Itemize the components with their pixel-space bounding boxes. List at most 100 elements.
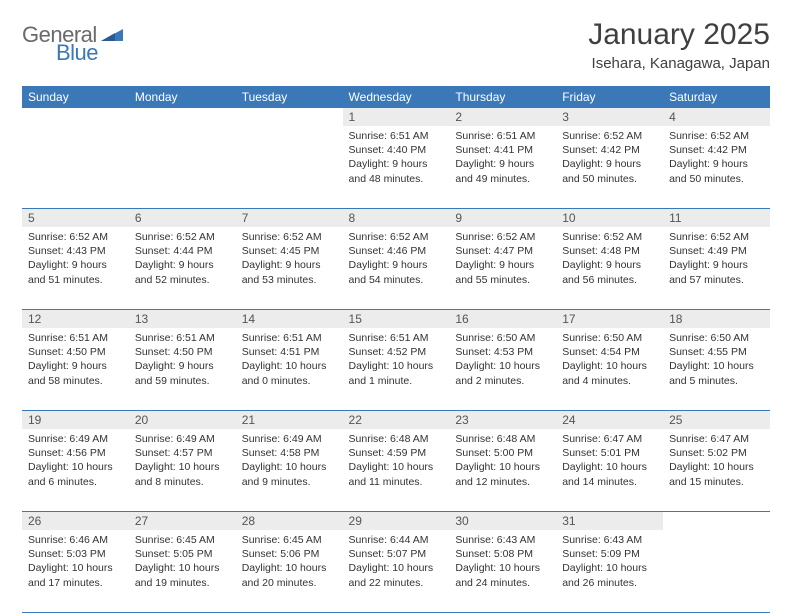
- day-number: 1: [343, 108, 450, 126]
- daylight-line: Daylight: 9 hours and 48 minutes.: [349, 157, 444, 185]
- day-header: Friday: [556, 86, 663, 108]
- day-detail: Sunrise: 6:51 AMSunset: 4:51 PMDaylight:…: [236, 328, 343, 394]
- sunrise-line: Sunrise: 6:51 AM: [135, 331, 230, 345]
- daylight-line: Daylight: 10 hours and 22 minutes.: [349, 561, 444, 589]
- daylight-line: Daylight: 9 hours and 53 minutes.: [242, 258, 337, 286]
- brand-mark-icon: [101, 25, 123, 46]
- sunset-line: Sunset: 4:46 PM: [349, 244, 444, 258]
- day-cell: Sunrise: 6:52 AMSunset: 4:49 PMDaylight:…: [663, 227, 770, 310]
- day-number: 29: [343, 512, 450, 531]
- day-number: 28: [236, 512, 343, 531]
- sunset-line: Sunset: 4:40 PM: [349, 143, 444, 157]
- day-detail: Sunrise: 6:49 AMSunset: 4:56 PMDaylight:…: [22, 429, 129, 495]
- sunset-line: Sunset: 4:58 PM: [242, 446, 337, 460]
- day-cell: Sunrise: 6:50 AMSunset: 4:55 PMDaylight:…: [663, 328, 770, 411]
- day-detail: Sunrise: 6:48 AMSunset: 4:59 PMDaylight:…: [343, 429, 450, 495]
- sunrise-line: Sunrise: 6:52 AM: [135, 230, 230, 244]
- day-cell: Sunrise: 6:52 AMSunset: 4:42 PMDaylight:…: [556, 126, 663, 209]
- sunrise-line: Sunrise: 6:47 AM: [562, 432, 657, 446]
- day-cell: Sunrise: 6:51 AMSunset: 4:50 PMDaylight:…: [129, 328, 236, 411]
- empty-cell: [22, 126, 129, 209]
- day-number: 30: [449, 512, 556, 531]
- day-number: 23: [449, 411, 556, 430]
- sunrise-line: Sunrise: 6:45 AM: [135, 533, 230, 547]
- daylight-line: Daylight: 9 hours and 52 minutes.: [135, 258, 230, 286]
- sunset-line: Sunset: 4:55 PM: [669, 345, 764, 359]
- day-detail: Sunrise: 6:46 AMSunset: 5:03 PMDaylight:…: [22, 530, 129, 596]
- day-cell: Sunrise: 6:52 AMSunset: 4:46 PMDaylight:…: [343, 227, 450, 310]
- daylight-line: Daylight: 10 hours and 11 minutes.: [349, 460, 444, 488]
- header-row: General January 2025 Isehara, Kanagawa, …: [22, 18, 770, 72]
- calendar-page: General January 2025 Isehara, Kanagawa, …: [0, 0, 792, 612]
- day-detail: Sunrise: 6:51 AMSunset: 4:52 PMDaylight:…: [343, 328, 450, 394]
- daynum-row: 1234: [22, 108, 770, 126]
- calendar-table: SundayMondayTuesdayWednesdayThursdayFrid…: [22, 86, 770, 613]
- sunrise-line: Sunrise: 6:52 AM: [242, 230, 337, 244]
- sunrise-line: Sunrise: 6:51 AM: [242, 331, 337, 345]
- daylight-line: Daylight: 9 hours and 51 minutes.: [28, 258, 123, 286]
- day-cell: Sunrise: 6:44 AMSunset: 5:07 PMDaylight:…: [343, 530, 450, 613]
- day-number: 18: [663, 310, 770, 329]
- day-cell: Sunrise: 6:49 AMSunset: 4:57 PMDaylight:…: [129, 429, 236, 512]
- day-cell: Sunrise: 6:52 AMSunset: 4:44 PMDaylight:…: [129, 227, 236, 310]
- day-cell: Sunrise: 6:46 AMSunset: 5:03 PMDaylight:…: [22, 530, 129, 613]
- day-cell: Sunrise: 6:52 AMSunset: 4:48 PMDaylight:…: [556, 227, 663, 310]
- day-detail: Sunrise: 6:52 AMSunset: 4:46 PMDaylight:…: [343, 227, 450, 293]
- daylight-line: Daylight: 10 hours and 8 minutes.: [135, 460, 230, 488]
- sunrise-line: Sunrise: 6:51 AM: [349, 331, 444, 345]
- day-number: 3: [556, 108, 663, 126]
- sunrise-line: Sunrise: 6:50 AM: [455, 331, 550, 345]
- sunrise-line: Sunrise: 6:49 AM: [28, 432, 123, 446]
- day-number: 22: [343, 411, 450, 430]
- sunset-line: Sunset: 4:54 PM: [562, 345, 657, 359]
- day-number: 21: [236, 411, 343, 430]
- day-cell: Sunrise: 6:49 AMSunset: 4:56 PMDaylight:…: [22, 429, 129, 512]
- day-header: Thursday: [449, 86, 556, 108]
- day-cell: Sunrise: 6:50 AMSunset: 4:54 PMDaylight:…: [556, 328, 663, 411]
- calendar-head: SundayMondayTuesdayWednesdayThursdayFrid…: [22, 86, 770, 108]
- daylight-line: Daylight: 10 hours and 1 minute.: [349, 359, 444, 387]
- calendar-body: 1234Sunrise: 6:51 AMSunset: 4:40 PMDayli…: [22, 108, 770, 613]
- day-detail: Sunrise: 6:52 AMSunset: 4:45 PMDaylight:…: [236, 227, 343, 293]
- daylight-line: Daylight: 9 hours and 56 minutes.: [562, 258, 657, 286]
- day-header: Saturday: [663, 86, 770, 108]
- sunset-line: Sunset: 4:42 PM: [562, 143, 657, 157]
- day-cell: Sunrise: 6:52 AMSunset: 4:42 PMDaylight:…: [663, 126, 770, 209]
- day-detail: Sunrise: 6:50 AMSunset: 4:54 PMDaylight:…: [556, 328, 663, 394]
- day-cell: Sunrise: 6:49 AMSunset: 4:58 PMDaylight:…: [236, 429, 343, 512]
- sunset-line: Sunset: 4:56 PM: [28, 446, 123, 460]
- brand-part2-wrap: Blue: [22, 40, 98, 66]
- sunrise-line: Sunrise: 6:44 AM: [349, 533, 444, 547]
- sunset-line: Sunset: 4:44 PM: [135, 244, 230, 258]
- day-number: 31: [556, 512, 663, 531]
- week-row: Sunrise: 6:52 AMSunset: 4:43 PMDaylight:…: [22, 227, 770, 310]
- daynum-row: 567891011: [22, 209, 770, 228]
- day-detail: Sunrise: 6:51 AMSunset: 4:40 PMDaylight:…: [343, 126, 450, 192]
- empty-cell: [663, 530, 770, 613]
- sunset-line: Sunset: 5:06 PM: [242, 547, 337, 561]
- day-detail: Sunrise: 6:43 AMSunset: 5:08 PMDaylight:…: [449, 530, 556, 596]
- daylight-line: Daylight: 10 hours and 20 minutes.: [242, 561, 337, 589]
- day-detail: Sunrise: 6:52 AMSunset: 4:42 PMDaylight:…: [556, 126, 663, 192]
- empty-daynum: [22, 108, 129, 126]
- day-detail: Sunrise: 6:48 AMSunset: 5:00 PMDaylight:…: [449, 429, 556, 495]
- sunset-line: Sunset: 5:00 PM: [455, 446, 550, 460]
- title-block: January 2025 Isehara, Kanagawa, Japan: [588, 18, 770, 72]
- week-row: Sunrise: 6:49 AMSunset: 4:56 PM Daylight:…: [22, 429, 770, 512]
- sunrise-line: Sunrise: 6:51 AM: [28, 331, 123, 345]
- daylight-line: Daylight: 10 hours and 4 minutes.: [562, 359, 657, 387]
- empty-daynum: [663, 512, 770, 531]
- day-detail: Sunrise: 6:52 AMSunset: 4:49 PMDaylight:…: [663, 227, 770, 293]
- empty-cell: [129, 126, 236, 209]
- day-cell: Sunrise: 6:51 AMSunset: 4:50 PMDaylight:…: [22, 328, 129, 411]
- day-detail: Sunrise: 6:49 AMSunset: 4:57 PMDaylight:…: [129, 429, 236, 495]
- sunrise-line: Sunrise: 6:45 AM: [242, 533, 337, 547]
- day-number: 27: [129, 512, 236, 531]
- sunset-line: Sunset: 4:50 PM: [28, 345, 123, 359]
- day-number: 16: [449, 310, 556, 329]
- day-number: 4: [663, 108, 770, 126]
- day-number: 5: [22, 209, 129, 228]
- sunset-line: Sunset: 5:07 PM: [349, 547, 444, 561]
- daylight-line: Daylight: 9 hours and 54 minutes.: [349, 258, 444, 286]
- day-detail: Sunrise: 6:43 AMSunset: 5:09 PMDaylight:…: [556, 530, 663, 596]
